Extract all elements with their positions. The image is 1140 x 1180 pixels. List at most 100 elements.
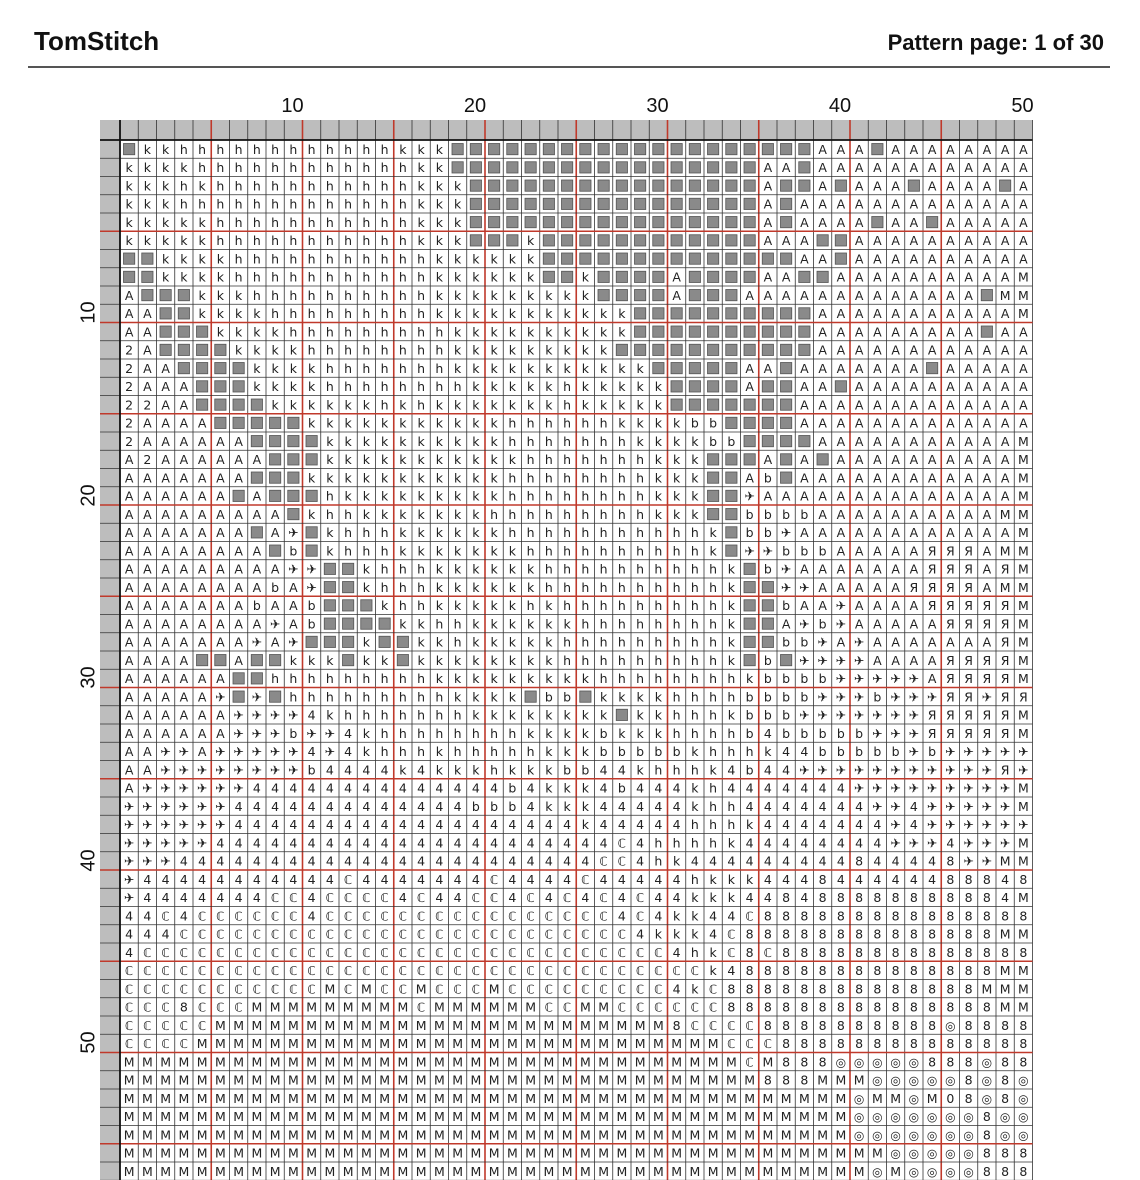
stitch-cell: ◎ — [1000, 1110, 1010, 1124]
stitch-cell: ℂ — [234, 928, 243, 942]
stitch-cell: k — [180, 270, 188, 285]
stitch-cell: h — [308, 197, 316, 212]
stitch-cell: 4 — [381, 799, 389, 814]
stitch-cell: M — [562, 1109, 573, 1124]
stitch-cell: Я — [946, 708, 955, 723]
stitch-cell: M — [233, 1018, 244, 1033]
stitch-cell: 8 — [892, 981, 900, 996]
stitch-cell — [816, 453, 829, 466]
stitch-cell: 4 — [600, 817, 608, 832]
stitch-cell: 8 — [983, 1164, 991, 1179]
stitch-cell: h — [600, 452, 608, 467]
stitch-cell: A — [910, 489, 919, 504]
stitch-cell: A — [855, 142, 864, 157]
stitch-cell: ✈ — [124, 890, 134, 905]
stitch-cell: 8 — [983, 908, 991, 923]
column-number: 20 — [463, 95, 487, 117]
stitch-cell: k — [436, 507, 444, 522]
stitch-cell: A — [125, 525, 134, 540]
stitch-cell: h — [289, 689, 297, 704]
stitch-cell: ◎ — [872, 1074, 882, 1088]
stitch-cell: M — [835, 1109, 846, 1124]
stitch-cell: k — [363, 653, 371, 668]
stitch-cell: ℂ — [727, 1019, 736, 1033]
stitch-cell: 4 — [764, 726, 772, 741]
stitch-cell: k — [217, 251, 225, 266]
stitch-cell: M — [762, 1091, 773, 1106]
stitch-cell: h — [326, 288, 334, 303]
stitch-cell: 4 — [819, 781, 827, 796]
stitch-cell: M — [835, 1146, 846, 1161]
stitch-cell: ℂ — [253, 964, 262, 978]
stitch-cell: 4 — [782, 799, 790, 814]
stitch-cell: A — [180, 635, 189, 650]
stitch-cell: h — [289, 270, 297, 285]
stitch-cell: 4 — [508, 872, 516, 887]
stitch-cell: A — [818, 306, 827, 321]
stitch-cell: M — [197, 1146, 208, 1161]
stitch-cell: 8 — [873, 908, 881, 923]
stitch-cell: M — [817, 1164, 828, 1179]
stitch-cell: ℂ — [508, 909, 517, 923]
stitch-cell: 8 — [965, 908, 973, 923]
stitch-cell: A — [800, 562, 809, 577]
stitch-cell — [780, 197, 793, 210]
stitch-cell: k — [655, 470, 663, 485]
stitch-cell: h — [381, 726, 389, 741]
stitch-cell: A — [891, 562, 900, 577]
stitch-cell: 4 — [654, 799, 662, 814]
stitch-cell: A — [964, 343, 973, 358]
stitch-cell: k — [472, 470, 480, 485]
stitch-cell: M — [288, 1091, 299, 1106]
stitch-cell — [524, 161, 537, 174]
stitch-cell: M — [379, 1109, 390, 1124]
stitch-cell: M — [324, 1127, 335, 1142]
stitch-cell: k — [491, 470, 499, 485]
stitch-cell: ℂ — [125, 1001, 134, 1015]
stitch-cell: A — [855, 543, 864, 558]
stitch-cell: k — [491, 580, 499, 595]
stitch-cell: k — [491, 489, 499, 504]
stitch-cell: b — [691, 416, 699, 431]
stitch-cell: A — [745, 361, 754, 376]
stitch-cell — [469, 179, 482, 192]
stitch-cell: h — [454, 379, 462, 394]
stitch-cell: A — [891, 397, 900, 412]
stitch-cell: A — [891, 434, 900, 449]
stitch-cell: k — [472, 525, 480, 540]
stitch-cell: k — [509, 580, 517, 595]
stitch-cell: ✈ — [1000, 817, 1010, 832]
stitch-cell: k — [600, 361, 608, 376]
stitch-cell: h — [709, 817, 717, 832]
stitch-cell: h — [289, 160, 297, 175]
stitch-cell: ℂ — [161, 909, 170, 923]
stitch-cell: b — [654, 744, 662, 759]
stitch-cell: h — [563, 452, 571, 467]
stitch-cell: ℂ — [180, 1019, 189, 1033]
stitch-cell: h — [381, 197, 389, 212]
stitch-cell: Я — [964, 708, 973, 723]
stitch-cell: h — [435, 689, 443, 704]
stitch-cell — [323, 617, 336, 630]
stitch-cell: Я — [1001, 635, 1010, 650]
stitch-cell: ℂ — [125, 1019, 134, 1033]
stitch-cell: k — [436, 270, 444, 285]
stitch-cell: A — [143, 361, 152, 376]
stitch-cell: ✈ — [963, 854, 973, 869]
stitch-cell: h — [727, 799, 735, 814]
stitch-cell: h — [235, 215, 243, 230]
stitch-cell: 4 — [362, 817, 370, 832]
stitch-cell: k — [527, 343, 535, 358]
stitch-cell: A — [161, 361, 170, 376]
stitch-cell: k — [454, 251, 462, 266]
stitch-cell: k — [710, 543, 718, 558]
stitch-cell: 4 — [454, 817, 462, 832]
stitch-cell: A — [180, 452, 189, 467]
stitch-cell: ℂ — [143, 946, 152, 960]
stitch-cell: k — [673, 489, 681, 504]
stitch-cell: h — [381, 251, 389, 266]
stitch-cell: M — [543, 1073, 554, 1088]
stitch-cell: ✈ — [854, 671, 864, 686]
stitch-cell — [615, 143, 628, 156]
stitch-cell: A — [143, 616, 152, 631]
